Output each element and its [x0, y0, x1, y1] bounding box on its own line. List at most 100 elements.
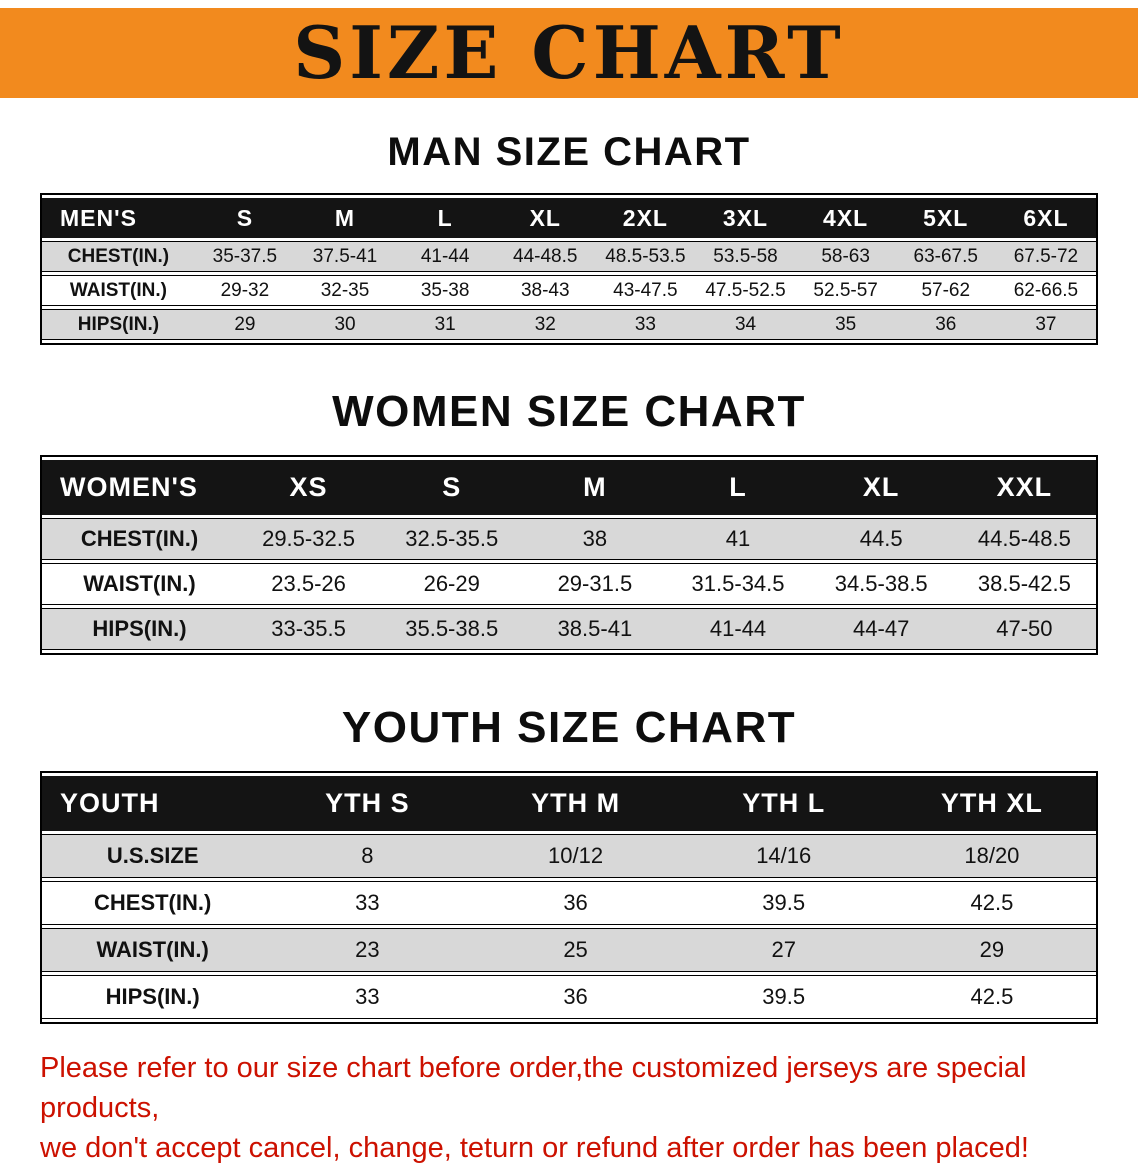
size-value: 34.5-38.5 — [809, 563, 953, 605]
table-header-row: MEN'S S M L XL 2XL 3XL 4XL 5XL 6XL — [42, 198, 1096, 238]
table-row: HIPS(IN.) 33 36 39.5 42.5 — [42, 975, 1096, 1019]
size-column-header: 2XL — [595, 198, 696, 238]
disclaimer-line2: we don't accept cancel, change, teturn o… — [40, 1132, 1029, 1165]
size-value: 18/20 — [887, 834, 1096, 878]
size-value: 29 — [194, 309, 295, 340]
disclaimer-text: Please refer to our size chart before or… — [40, 1048, 1100, 1168]
table-corner-label: MEN'S — [42, 198, 195, 238]
size-value: 39.5 — [679, 975, 888, 1019]
size-value: 35-38 — [395, 275, 496, 306]
size-chart-banner: SIZE CHART — [0, 8, 1138, 98]
size-value: 47.5-52.5 — [695, 275, 796, 306]
table-row: CHEST(IN.) 35-37.5 37.5-41 41-44 44-48.5 48.5… — [42, 241, 1096, 272]
table-header-row: WOMEN'S XS S M L XL XXL — [42, 460, 1096, 515]
row-label: CHEST(IN.) — [42, 518, 237, 560]
size-value: 33 — [263, 881, 472, 925]
size-value: 31 — [395, 309, 496, 340]
size-column-header: M — [523, 460, 667, 515]
size-value: 32 — [495, 309, 596, 340]
size-value: 25 — [471, 928, 680, 972]
size-value: 35 — [795, 309, 896, 340]
size-value: 31.5-34.5 — [666, 563, 810, 605]
row-label: HIPS(IN.) — [42, 309, 195, 340]
size-column-header: L — [666, 460, 810, 515]
table-row: HIPS(IN.) 33-35.5 35.5-38.5 38.5-41 41-44 44-… — [42, 608, 1096, 650]
size-value: 32-35 — [294, 275, 396, 306]
size-column-header: L — [395, 198, 496, 238]
row-label: WAIST(IN.) — [42, 928, 264, 972]
size-value: 42.5 — [887, 881, 1096, 925]
table-corner-label: WOMEN'S — [42, 460, 237, 515]
size-value: 29-31.5 — [523, 563, 667, 605]
size-value: 10/12 — [471, 834, 680, 878]
size-table: YOUTH YTH S YTH M YTH L YTH XL U.S.SIZE 8 10/12… — [42, 773, 1096, 1022]
youth-chart-title: YOUTH SIZE CHART — [341, 703, 797, 752]
table-row: HIPS(IN.) 29 30 31 32 33 34 35 36 37 — [42, 309, 1096, 340]
size-value: 53.5-58 — [695, 241, 796, 272]
row-label: HIPS(IN.) — [42, 608, 237, 650]
size-value: 58-63 — [795, 241, 896, 272]
size-column-header: YTH S — [263, 776, 472, 831]
size-value: 62-66.5 — [995, 275, 1096, 306]
size-table: WOMEN'S XS S M L XL XXL CHEST(IN.) 29.5-32.5 32.5… — [42, 457, 1096, 653]
row-label: WAIST(IN.) — [42, 563, 237, 605]
table-row: WAIST(IN.) 23.5-26 26-29 29-31.5 31.5-34.5 34… — [42, 563, 1096, 605]
size-value: 35-37.5 — [194, 241, 295, 272]
table-corner-label: YOUTH — [42, 776, 264, 831]
size-value: 29-32 — [194, 275, 295, 306]
table-row: WAIST(IN.) 23 25 27 29 — [42, 928, 1096, 972]
men-chart-title: MAN SIZE CHART — [387, 130, 751, 174]
size-value: 47-50 — [952, 608, 1096, 650]
size-column-header: M — [294, 198, 396, 238]
size-value: 29 — [887, 928, 1096, 972]
size-value: 38-43 — [495, 275, 596, 306]
size-value: 36 — [895, 309, 996, 340]
size-value: 38.5-41 — [523, 608, 667, 650]
size-column-header: S — [194, 198, 295, 238]
table-row: U.S.SIZE 8 10/12 14/16 18/20 — [42, 834, 1096, 878]
row-label: HIPS(IN.) — [42, 975, 264, 1019]
size-value: 44-47 — [809, 608, 953, 650]
size-column-header: 4XL — [795, 198, 896, 238]
row-label: U.S.SIZE — [42, 834, 264, 878]
size-table: MEN'S S M L XL 2XL 3XL 4XL 5XL 6XL CHEST(IN.) 35-37… — [42, 195, 1096, 343]
size-value: 67.5-72 — [995, 241, 1096, 272]
size-value: 23.5-26 — [236, 563, 381, 605]
size-value: 26-29 — [380, 563, 524, 605]
size-value: 57-62 — [895, 275, 996, 306]
size-value: 37.5-41 — [294, 241, 396, 272]
table-header-row: YOUTH YTH S YTH M YTH L YTH XL — [42, 776, 1096, 831]
women-size-chart-section: WOMEN SIZE CHART WOMEN'S XS S M L XL XXL CHEST(… — [0, 387, 1138, 655]
size-value: 38.5-42.5 — [952, 563, 1096, 605]
youth-size-chart-section: YOUTH SIZE CHART YOUTH YTH S YTH M YTH L YTH… — [0, 703, 1138, 1024]
size-value: 27 — [679, 928, 888, 972]
size-value: 63-67.5 — [895, 241, 996, 272]
men-size-chart-section: MAN SIZE CHART MEN'S S M L XL 2XL 3XL 4XL 5XL 6XL… — [0, 130, 1138, 345]
size-column-header: XXL — [952, 460, 1096, 515]
youth-size-table: YOUTH YTH S YTH M YTH L YTH XL U.S.SIZE 8 10/12… — [40, 771, 1098, 1024]
size-column-header: XL — [809, 460, 953, 515]
size-value: 14/16 — [679, 834, 888, 878]
row-label: CHEST(IN.) — [42, 881, 264, 925]
size-value: 36 — [471, 975, 680, 1019]
size-column-header: S — [380, 460, 524, 515]
size-value: 41 — [666, 518, 810, 560]
row-label: WAIST(IN.) — [42, 275, 195, 306]
size-value: 41-44 — [395, 241, 496, 272]
table-row: WAIST(IN.) 29-32 32-35 35-38 38-43 43-47.5 47.… — [42, 275, 1096, 306]
size-value: 35.5-38.5 — [380, 608, 524, 650]
size-value: 43-47.5 — [595, 275, 696, 306]
size-column-header: 3XL — [695, 198, 796, 238]
size-column-header: YTH XL — [887, 776, 1096, 831]
size-value: 52.5-57 — [795, 275, 896, 306]
size-value: 30 — [294, 309, 396, 340]
size-value: 33 — [263, 975, 472, 1019]
size-value: 34 — [695, 309, 796, 340]
size-value: 23 — [263, 928, 472, 972]
size-value: 29.5-32.5 — [236, 518, 381, 560]
men-size-table: MEN'S S M L XL 2XL 3XL 4XL 5XL 6XL CHEST(IN.) 35-37… — [40, 193, 1098, 345]
size-value: 33 — [595, 309, 696, 340]
size-value: 39.5 — [679, 881, 888, 925]
size-value: 38 — [523, 518, 667, 560]
women-size-table: WOMEN'S XS S M L XL XXL CHEST(IN.) 29.5-32.5 32.5… — [40, 455, 1098, 655]
